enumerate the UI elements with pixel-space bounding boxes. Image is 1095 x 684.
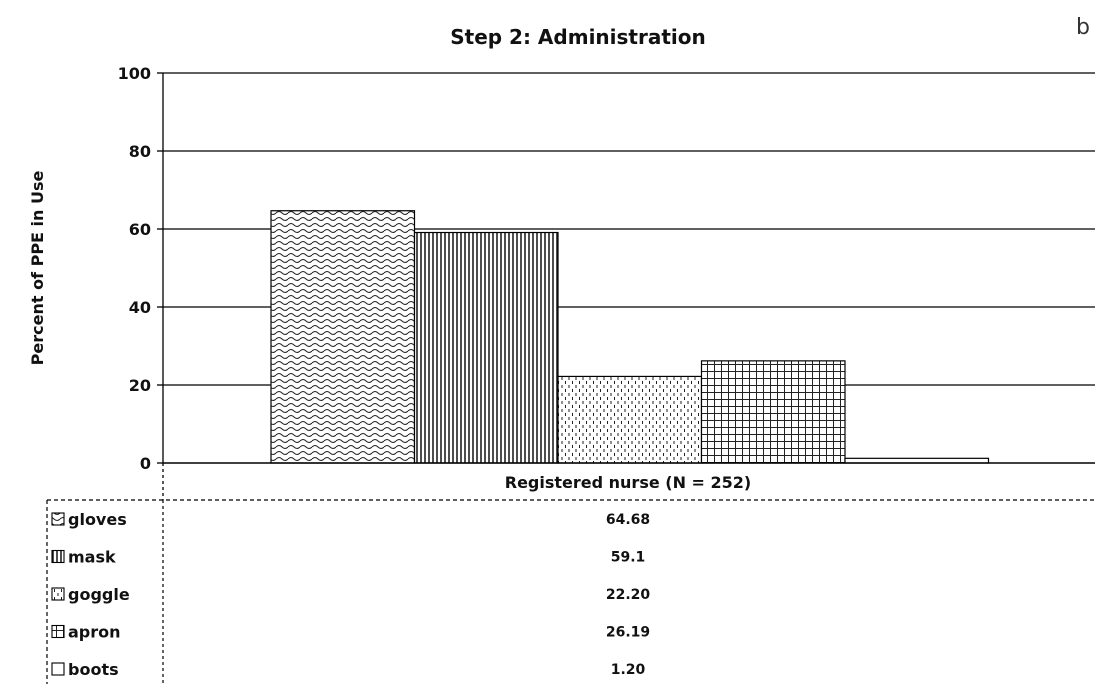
bars xyxy=(270,210,990,464)
data-label-mask: 59.1 xyxy=(611,550,646,566)
legend-swatch-apron xyxy=(51,624,65,639)
legend-swatch-gloves xyxy=(51,512,65,526)
axes xyxy=(162,73,1095,500)
data-label-goggle: 22.20 xyxy=(606,587,651,603)
legend-label-apron: apron xyxy=(68,623,121,642)
y-tick-label: 0 xyxy=(140,454,151,473)
chart-title: Step 2: Administration xyxy=(450,25,706,49)
legend-label-boots: boots xyxy=(68,660,119,679)
category-label: Registered nurse (N = 252) xyxy=(505,473,751,492)
legend-label-mask: mask xyxy=(68,548,116,567)
legend-label-goggle: goggle xyxy=(68,585,130,604)
legend-swatch-mask xyxy=(51,549,65,564)
bar-goggle xyxy=(557,375,703,464)
bar-gloves xyxy=(270,210,416,464)
panel-label: b xyxy=(1076,15,1090,40)
legend-swatch-boots xyxy=(51,662,65,676)
y-tick-label: 20 xyxy=(129,376,151,395)
bar-mask xyxy=(413,231,559,464)
y-ticks: 0 20 40 60 80 100 xyxy=(118,64,163,473)
y-tick-label: 100 xyxy=(118,64,151,83)
legend-label-gloves: gloves xyxy=(68,510,127,529)
data-label-apron: 26.19 xyxy=(606,625,650,641)
data-table: gloves 64.68 mask 59.1 goggle 22.20 apron 26.19… xyxy=(46,499,1095,684)
data-label-gloves: 64.68 xyxy=(606,512,650,528)
y-tick-label: 40 xyxy=(129,298,151,317)
y-tick-label: 80 xyxy=(129,142,151,161)
y-axis-label: Percent of PPE in Use xyxy=(28,171,47,366)
y-tick-label: 60 xyxy=(129,220,151,239)
data-label-boots: 1.20 xyxy=(611,662,646,678)
legend-swatch-goggle xyxy=(51,587,65,601)
bar-apron xyxy=(700,360,846,464)
